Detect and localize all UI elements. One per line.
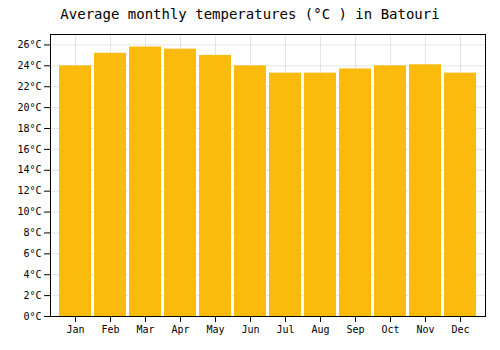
svg-text:18°C: 18°C [17,123,41,134]
svg-text:Mar: Mar [136,324,154,335]
svg-text:8°C: 8°C [23,227,41,238]
html-text:Average monthly temperatures (: Average monthly temperatures (°C ) in Ba… [60,6,440,22]
svg-text:2°C: 2°C [23,290,41,301]
svg-text:20°C: 20°C [17,102,41,113]
svg-text:Aug: Aug [311,324,329,335]
svg-text:Nov: Nov [416,324,434,335]
svg-text:Jun: Jun [241,324,259,335]
svg-text:0°C: 0°C [23,311,41,322]
svg-text:Feb: Feb [101,324,119,335]
svg-text:Jul: Jul [276,324,294,335]
svg-text:4°C: 4°C [23,269,41,280]
svg-text:24°C: 24°C [17,60,41,71]
svg-text:Jan: Jan [66,324,84,335]
svg-text:6°C: 6°C [23,248,41,259]
svg-text:14°C: 14°C [17,164,41,175]
svg-text:Dec: Dec [451,324,469,335]
svg-text:10°C: 10°C [17,206,41,217]
svg-text:12°C: 12°C [17,185,41,196]
svg-text:Apr: Apr [171,324,189,335]
svg-text:Oct: Oct [381,324,399,335]
svg-text:16°C: 16°C [17,144,41,155]
svg-text:Sep: Sep [346,324,364,335]
svg-text:26°C: 26°C [17,39,41,50]
svg-text:May: May [206,324,224,335]
svg-text:22°C: 22°C [17,81,41,92]
